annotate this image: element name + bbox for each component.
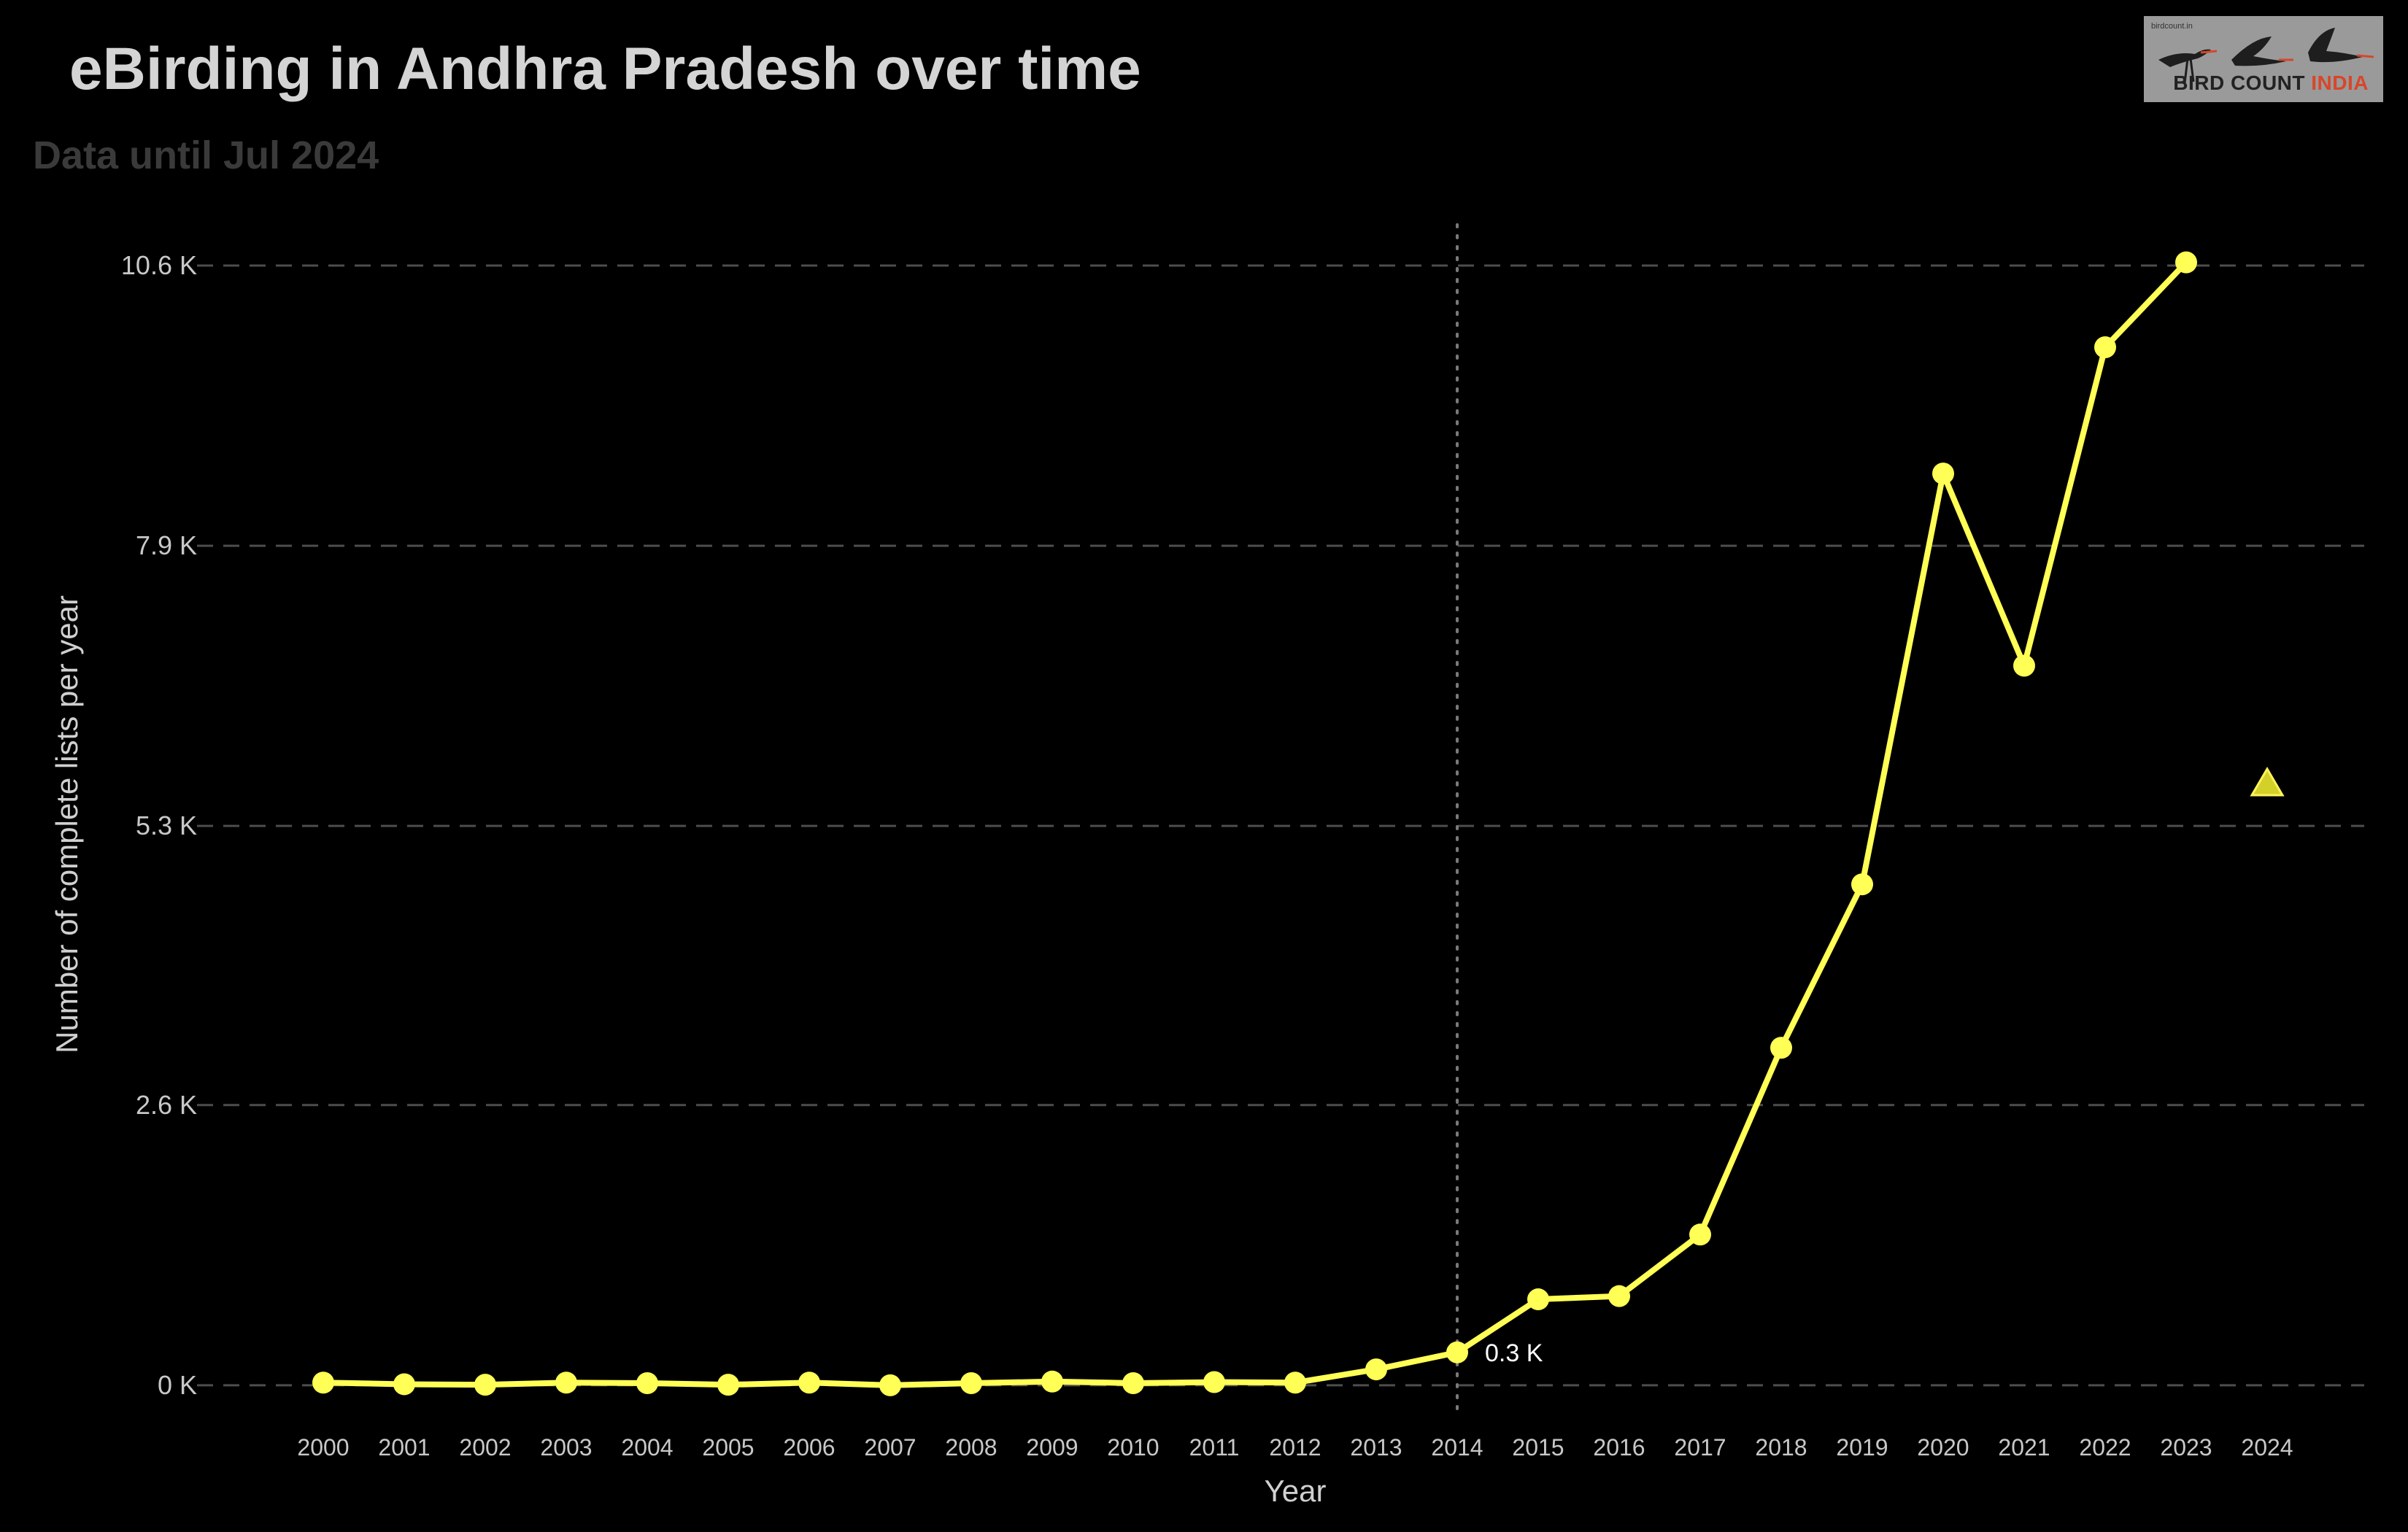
x-tick-label: 2007 <box>864 1434 916 1461</box>
data-point-2001 <box>393 1373 415 1396</box>
x-axis-ticks: 2000 2001 2002 2003 2004 2005 2006 2007 2008 2009… <box>297 1434 2293 1461</box>
data-point-2003 <box>555 1372 577 1394</box>
x-tick-label: 2020 <box>1917 1434 1969 1461</box>
x-tick-label: 2008 <box>945 1434 997 1461</box>
point-annotation: 0.3 K <box>1485 1339 1543 1367</box>
data-point-2023 <box>2175 251 2197 274</box>
logo-wordmark-main: BIRD COUNT <box>2173 71 2312 94</box>
data-point-2005 <box>717 1374 739 1396</box>
y-tick-label: 0 K <box>158 1370 197 1400</box>
y-axis-title: Number of complete lists per year <box>50 595 84 1053</box>
y-tick-label: 2.6 K <box>136 1090 197 1120</box>
y-tick-label: 10.6 K <box>121 250 197 280</box>
x-tick-label: 2018 <box>1755 1434 1807 1461</box>
x-tick-label: 2021 <box>1998 1434 2050 1461</box>
x-tick-label: 2010 <box>1107 1434 1159 1461</box>
data-point-2016 <box>1608 1285 1630 1307</box>
x-tick-label: 2019 <box>1836 1434 1888 1461</box>
x-tick-label: 2009 <box>1026 1434 1078 1461</box>
x-tick-label: 2005 <box>702 1434 754 1461</box>
data-point-2021 <box>2013 654 2035 677</box>
chart-title: eBirding in Andhra Pradesh over time <box>69 36 1141 102</box>
data-point-2004 <box>636 1372 658 1394</box>
data-point-2006 <box>798 1372 820 1394</box>
data-point-2018 <box>1770 1037 1792 1059</box>
data-point-2000 <box>312 1372 334 1394</box>
gridlines <box>197 264 2364 1387</box>
data-points <box>312 251 2285 1396</box>
data-point-2015 <box>1527 1288 1549 1311</box>
x-tick-label: 2022 <box>2079 1434 2131 1461</box>
x-tick-label: 2002 <box>459 1434 511 1461</box>
data-point-2007 <box>879 1374 901 1396</box>
x-tick-label: 2023 <box>2160 1434 2212 1461</box>
x-tick-label: 2016 <box>1593 1434 1645 1461</box>
data-point-2020 <box>1932 463 1954 485</box>
x-tick-label: 2024 <box>2241 1434 2293 1461</box>
x-tick-label: 2017 <box>1674 1434 1726 1461</box>
y-tick-label: 7.9 K <box>136 530 197 560</box>
data-point-2012 <box>1284 1372 1306 1394</box>
data-point-2009 <box>1041 1370 1063 1393</box>
y-tick-label: 5.3 K <box>136 811 197 840</box>
data-point-2014 <box>1446 1341 1468 1363</box>
bird-count-india-logo: birdcount.in BIRD COUNT INDIA <box>2144 16 2383 102</box>
y-axis-ticks: 0 K 2.6 K 5.3 K 7.9 K 10.6 K <box>121 250 197 1400</box>
logo-wordmark-accent: INDIA <box>2311 71 2369 94</box>
data-point-2013 <box>1365 1358 1387 1381</box>
x-tick-label: 2003 <box>540 1434 592 1461</box>
logo-wordmark: BIRD COUNT INDIA <box>2173 71 2369 95</box>
data-point-2010 <box>1122 1372 1144 1394</box>
chart-subtitle: Data until Jul 2024 <box>33 134 379 177</box>
x-tick-label: 2014 <box>1431 1434 1483 1461</box>
x-tick-label: 2012 <box>1269 1434 1321 1461</box>
x-tick-label: 2013 <box>1350 1434 1402 1461</box>
x-tick-label: 2000 <box>297 1434 349 1461</box>
series-line-layer <box>323 260 2188 1388</box>
x-tick-label: 2011 <box>1189 1434 1240 1461</box>
data-point-2022 <box>2094 336 2116 359</box>
data-point-2002 <box>474 1374 496 1396</box>
x-tick-label: 2006 <box>783 1434 835 1461</box>
data-point-2008 <box>960 1372 982 1394</box>
data-point-2019 <box>1851 873 1873 896</box>
x-tick-label: 2001 <box>378 1434 430 1461</box>
x-tick-label: 2015 <box>1512 1434 1564 1461</box>
axis-labels: 0.3 K Year Number of complete lists per ye… <box>50 595 1543 1508</box>
bird-silhouettes-icon <box>2158 28 2374 84</box>
data-point-2017 <box>1689 1223 1711 1246</box>
logo-url-text: birdcount.in <box>2151 22 2193 31</box>
x-tick-label: 2004 <box>621 1434 673 1461</box>
partial-year-marker-2024 <box>2250 767 2285 797</box>
x-axis-title: Year <box>1265 1474 1327 1508</box>
data-point-2011 <box>1203 1371 1225 1393</box>
series-line <box>323 260 2188 1388</box>
